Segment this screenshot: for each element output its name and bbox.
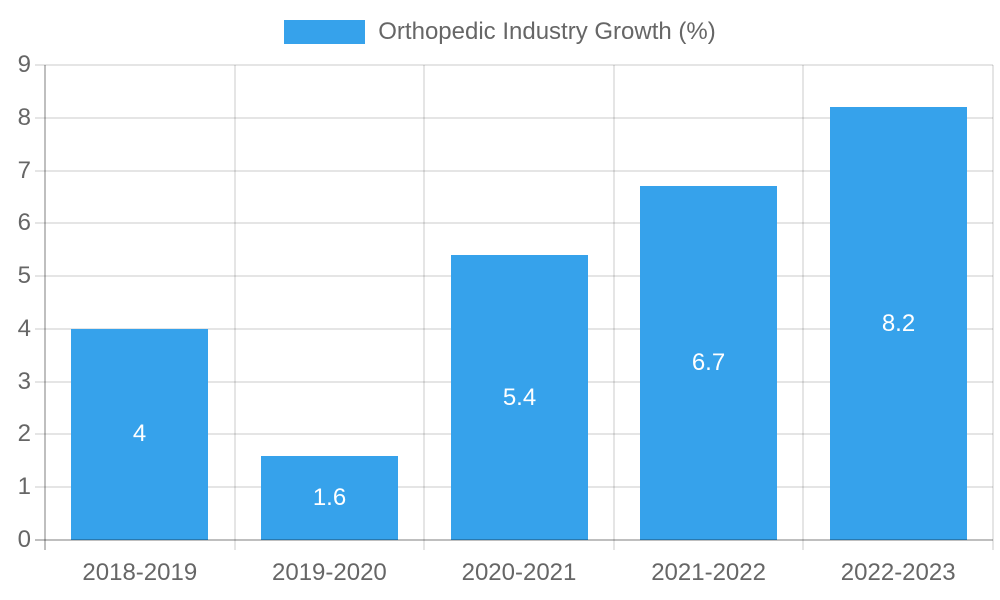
y-tick-label-3: 3 <box>17 367 31 395</box>
bar-value-label: 5.4 <box>502 383 537 411</box>
y-tick-label-8: 8 <box>17 103 31 131</box>
category-boundary-3 <box>612 65 615 550</box>
y-tick-label-4: 4 <box>17 314 31 342</box>
y-tick-label-2: 2 <box>17 420 31 448</box>
bar-2018-2019[interactable]: 4 <box>71 328 208 540</box>
x-tick-label-2019-2020: 2019-2020 <box>272 559 387 586</box>
y-tick-label-0: 0 <box>17 526 31 553</box>
bar-2022-2023[interactable]: 8.2 <box>830 107 967 540</box>
bar-value-label: 8.2 <box>881 309 916 337</box>
y-tick-label-6: 6 <box>17 209 31 237</box>
gridline-y-9 <box>35 64 993 66</box>
category-boundary-5 <box>992 65 994 550</box>
y-axis-line <box>44 65 46 550</box>
x-tick-label-2020-2021: 2020-2021 <box>461 559 577 586</box>
bar-2021-2022[interactable]: 6.7 <box>640 186 777 540</box>
x-axis-baseline <box>35 539 993 541</box>
category-boundary-4 <box>802 65 805 550</box>
bar-2019-2020[interactable]: 1.6 <box>261 455 398 540</box>
legend-swatch-icon <box>284 20 366 44</box>
x-tick-label-2021-2022: 2021-2022 <box>651 559 766 586</box>
bar-value-label: 6.7 <box>691 349 726 377</box>
gridline-y-8 <box>35 116 993 119</box>
bar-value-label: 4 <box>132 420 147 448</box>
y-tick-label-9: 9 <box>17 51 31 78</box>
gridline-y-6 <box>35 222 993 225</box>
x-tick-label-2018-2019: 2018-2019 <box>82 559 198 586</box>
bar-value-label: 1.6 <box>312 483 347 511</box>
legend[interactable]: Orthopedic Industry Growth (%) <box>0 20 1000 44</box>
y-tick-label-1: 1 <box>17 473 31 501</box>
y-tick-label-5: 5 <box>17 262 31 290</box>
legend-label: Orthopedic Industry Growth (%) <box>378 18 716 45</box>
x-tick-label-2022-2023: 2022-2023 <box>840 559 956 586</box>
category-boundary-2 <box>423 65 426 550</box>
gridline-y-7 <box>35 169 993 172</box>
category-boundary-1 <box>233 65 236 550</box>
y-tick-label-7: 7 <box>17 156 31 184</box>
bar-2020-2021[interactable]: 5.4 <box>451 255 588 540</box>
